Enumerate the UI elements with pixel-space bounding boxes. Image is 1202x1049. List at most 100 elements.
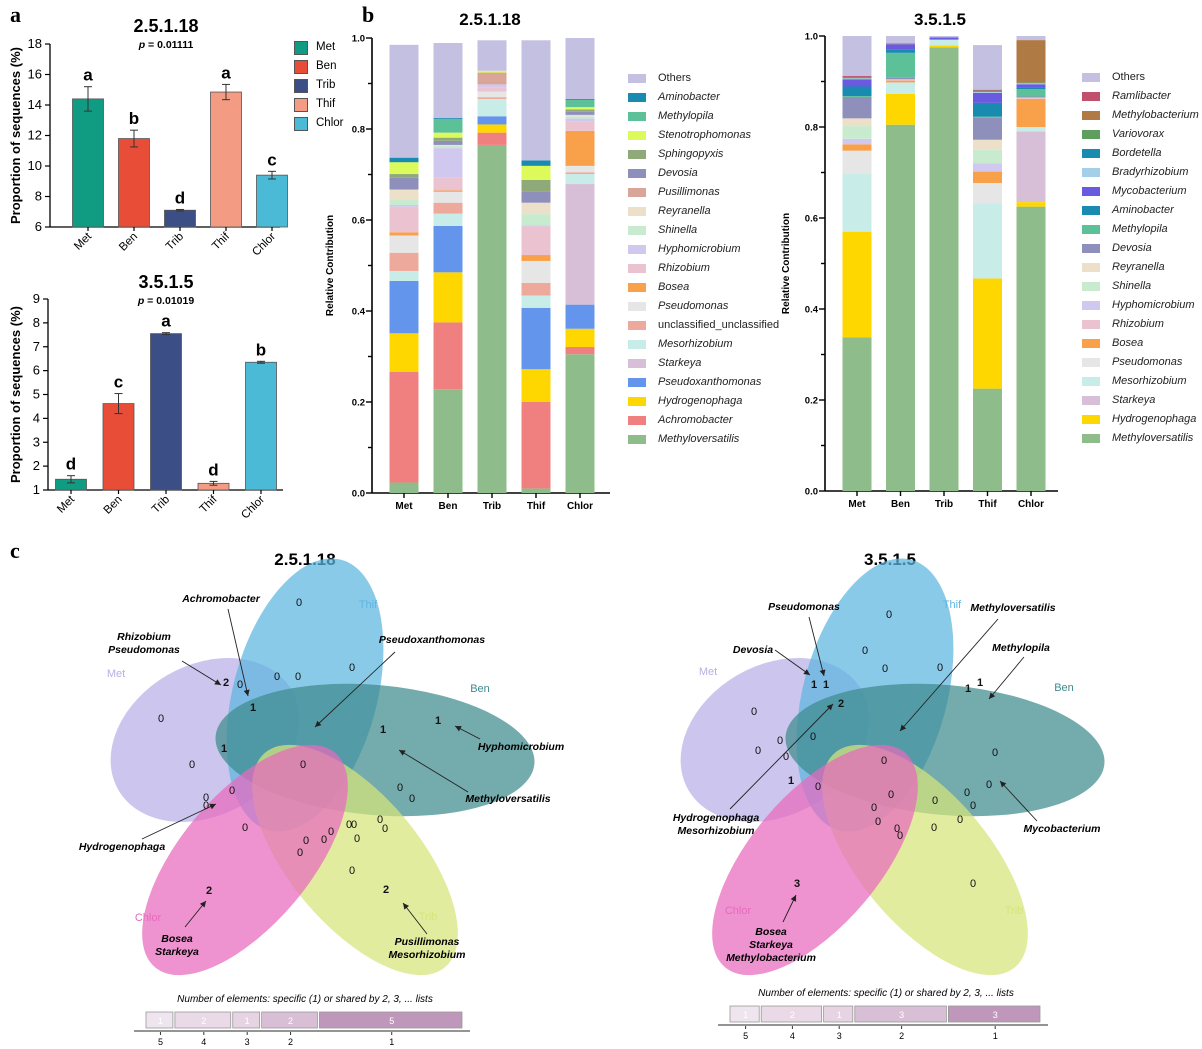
venn-count: 0	[897, 830, 903, 842]
annotation-arrow-line	[398, 749, 469, 793]
summary-segment-count: 2	[790, 1010, 795, 1020]
segment-shinella	[842, 126, 872, 139]
significance-letter: a	[161, 312, 171, 331]
venn-count: 0	[349, 865, 355, 877]
venn-set-label-chlor: Chlor	[725, 905, 752, 917]
legend-item: Pseudoxanthomonas	[628, 373, 779, 392]
venn-count: 0	[321, 834, 327, 846]
arrowhead-icon	[819, 669, 826, 676]
segment-others	[973, 45, 1002, 90]
venn-count: 1	[380, 724, 386, 736]
segment-others	[389, 44, 419, 158]
legend-label: Bosea	[658, 281, 690, 293]
legend-label: Thif	[316, 97, 336, 110]
venn-count: 0	[970, 800, 976, 812]
segment-achromobacter	[433, 322, 463, 390]
segment-stenotrophomonas	[565, 107, 595, 110]
venn-set-label-met: Met	[107, 668, 125, 680]
segment-hydrogenophaga	[477, 124, 507, 133]
segment-hydrogenophaga	[929, 45, 959, 48]
segment-reyranella	[565, 114, 595, 117]
venn-count: 0	[296, 597, 302, 609]
legend-label: Devosia	[658, 167, 698, 179]
legend-item: Rhizobium	[1082, 315, 1199, 334]
segment-methyloversatilis	[886, 124, 915, 491]
segment-reyranella	[521, 202, 551, 215]
segment-achromobacter	[477, 132, 507, 145]
bar-chart-2-5-1-18: 2.5.1.18 p = 0.01111 6 8 10 12 14 16 18 Proportio…	[8, 16, 288, 259]
venn-count: 0	[242, 822, 248, 834]
segment-sphingopyxis	[433, 137, 463, 141]
venn-annotation-label: Pseudoxanthomonas	[379, 634, 485, 646]
summary-segment-count: 1	[743, 1010, 748, 1020]
legend-item: Hyphomicrobium	[1082, 296, 1199, 315]
segment-achromobacter	[389, 371, 419, 483]
y-tick-label: 0.6	[352, 216, 365, 227]
legend-item: Pseudomonas	[628, 297, 779, 316]
segment-methylopila	[433, 118, 463, 133]
y-tick-label: 0.6	[805, 214, 818, 225]
venn-count: 1	[788, 775, 794, 787]
arrowhead-icon	[900, 724, 907, 731]
segment-stenotrophomonas	[433, 132, 463, 138]
venn-annotation-label: Hydrogenophaga	[673, 812, 759, 824]
panel-label-a: a	[10, 2, 21, 27]
legend-label: Achromobacter	[658, 414, 733, 426]
venn-count: 0	[937, 662, 943, 674]
x-tick-label: Trib	[483, 501, 501, 512]
arrowhead-icon	[989, 692, 996, 699]
legend-item: Trib	[294, 76, 343, 95]
legend-swatch	[1082, 225, 1100, 234]
segment-hyphomicrobium	[973, 163, 1002, 172]
chart-title: 3.5.1.5	[138, 272, 193, 292]
venn-count: 0	[229, 785, 235, 797]
legend-label: Met	[316, 40, 336, 53]
venn-count: 0	[964, 787, 970, 799]
arrowhead-icon	[455, 726, 462, 732]
legend-swatch	[628, 226, 646, 235]
y-tick-label: 8	[35, 189, 42, 204]
venn-count: 0	[295, 671, 301, 683]
legend-label: Aminobacter	[658, 91, 720, 103]
y-tick-label: 6	[35, 219, 42, 234]
segment-hyphomicrobium	[565, 118, 595, 122]
venn-set-label-chlor: Chlor	[135, 912, 162, 924]
venn-count: 0	[274, 671, 280, 683]
legend-swatch	[628, 359, 646, 368]
venn-count: 0	[397, 782, 403, 794]
segment-others	[929, 36, 959, 38]
segment-rhizobium	[477, 87, 507, 92]
legend-item: Hyphomicrobium	[628, 240, 779, 259]
legend-item: Ben	[294, 57, 343, 76]
venn-count: 2	[223, 677, 229, 689]
venn-count: 0	[158, 713, 164, 725]
venn-count: 0	[871, 802, 877, 814]
venn-annotation-label: Bosea	[755, 926, 787, 938]
significance-letter: c	[267, 150, 276, 169]
legend-swatch	[1082, 415, 1100, 424]
legend-label: Ramlibacter	[1112, 90, 1171, 102]
venn-count: 0	[810, 731, 816, 743]
segment-reyranella	[389, 189, 419, 200]
segment-variovorax	[973, 90, 1002, 92]
venn-count: 0	[932, 795, 938, 807]
summary-segment-count: 2	[201, 1016, 206, 1026]
legend-swatch	[1082, 149, 1100, 158]
venn-annotation-label: Hydrogenophaga	[79, 841, 165, 853]
legend-item: Methyloversatilis	[628, 430, 779, 449]
y-tick-label: 1.0	[352, 34, 365, 45]
legend-item: Devosia	[628, 164, 779, 183]
segment-hydrogenophaga	[842, 231, 872, 338]
segment-devosia	[389, 177, 419, 190]
segment-rhizobium	[565, 121, 595, 131]
segment-shinella	[973, 149, 1002, 164]
summary-tick-label: 4	[201, 1037, 206, 1047]
annotation-arrow-line	[808, 616, 825, 677]
y-tick-label: 8	[33, 315, 40, 330]
segment-pseudoxanthomonas	[477, 116, 507, 125]
legend-item: Hydrogenophaga	[1082, 410, 1199, 429]
y-tick-label: 1.0	[805, 32, 818, 43]
venn-count: 1	[221, 743, 227, 755]
venn-annotation-label: Devosia	[733, 644, 773, 656]
segment-devosia	[565, 111, 595, 115]
